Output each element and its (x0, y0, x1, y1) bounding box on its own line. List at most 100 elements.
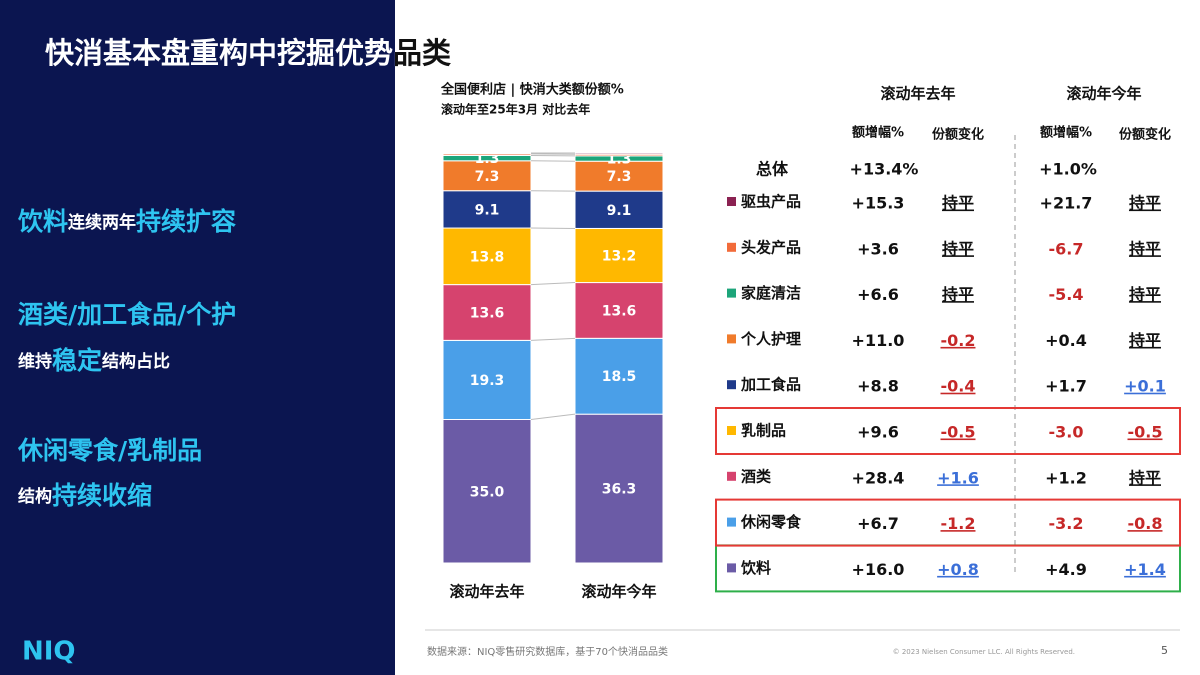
legend-swatch (727, 517, 736, 527)
data-label: 19.3 (470, 373, 505, 389)
slide-title: 快消基本盘重构中挖掘优势品类 (45, 36, 451, 70)
growth: +15.3 (852, 194, 905, 213)
bar-segment (574, 152, 664, 155)
bar-segment (442, 339, 532, 420)
bar-segment (442, 284, 532, 341)
plain: 结构占比 (102, 351, 170, 372)
growth: +3.6 (857, 239, 899, 258)
growth: -6.7 (1049, 239, 1084, 258)
sidebar-panel (0, 0, 395, 675)
growth: +9.6 (857, 423, 899, 442)
growth: +11.0 (852, 331, 905, 350)
growth: +1.7 (1045, 377, 1087, 396)
slide-title: 快消基本盘重构中挖掘优势品类 (45, 36, 451, 70)
row-label: 家庭清洁 (741, 284, 801, 302)
x-tick-label: 滚动年今年 (581, 583, 656, 601)
page-number: 5 (1161, 644, 1168, 657)
growth: +1.2 (1045, 468, 1087, 487)
growth: +6.6 (857, 285, 899, 304)
bar-segment (574, 160, 664, 192)
growth: -3.2 (1049, 514, 1084, 533)
data-label: 18.5 (602, 369, 637, 385)
emphasis: 饮料 (17, 207, 68, 236)
share-change: 持平 (1129, 194, 1161, 213)
chart-subtitle: 滚动年至25年3月 对比去年 (441, 102, 590, 117)
row-label: 加工食品 (740, 376, 801, 394)
growth: +16.0 (852, 560, 905, 579)
data-label: 7.3 (475, 169, 500, 185)
bar-segment (574, 190, 664, 229)
legend-swatch (727, 288, 736, 298)
growth: +4.9 (1045, 560, 1087, 579)
share-change: 持平 (1129, 285, 1161, 304)
share-change: -0.4 (941, 377, 976, 396)
data-label: 13.6 (602, 303, 637, 319)
connector (530, 282, 576, 286)
emphasis: 持续收缩 (52, 481, 152, 510)
legend-swatch (727, 471, 736, 481)
data-label: 7.3 (607, 169, 632, 185)
footer-copyright: © 2023 Nielsen Consumer LLC. All Rights … (893, 648, 1075, 656)
bar-segment (442, 190, 532, 229)
growth: +21.7 (1040, 194, 1093, 213)
sidebar-headline: 酒类/加工食品/个护 (18, 300, 236, 329)
legend-swatch (727, 380, 736, 390)
row-label: 酒类 (741, 467, 772, 485)
data-label: 36.3 (602, 482, 637, 498)
sidebar-headline: 休闲零食/乳制品 (17, 436, 202, 465)
total-growth: +1.0% (1039, 160, 1097, 179)
share-change: +1.4 (1124, 560, 1166, 579)
connector (530, 413, 576, 420)
row-label: 个人护理 (740, 330, 801, 348)
growth: +8.8 (857, 377, 899, 396)
connector (530, 337, 576, 341)
plain: 结构 (18, 486, 52, 507)
highlight-box (715, 407, 1181, 455)
share-change: -0.2 (941, 331, 976, 350)
share-change: -1.2 (941, 514, 976, 533)
plain: 维持 (18, 351, 52, 372)
column-header: 份额变化 (1119, 127, 1171, 143)
logo: NIQ (22, 637, 76, 667)
share-change: 持平 (942, 239, 974, 258)
data-label: 35.0 (470, 484, 505, 500)
share-change: 持平 (1129, 239, 1161, 258)
plain: 连续两年 (68, 212, 136, 233)
share-change: 持平 (1129, 331, 1161, 350)
column-header: 额增幅% (852, 125, 904, 141)
bar-segment (574, 413, 664, 564)
legend-swatch (727, 334, 736, 344)
data-label: 9.1 (607, 203, 632, 219)
x-tick-label: 滚动年去年 (449, 583, 524, 601)
bar-segment (442, 152, 532, 155)
share-change: -0.5 (941, 423, 976, 442)
data-label: 13.8 (470, 249, 505, 265)
data-label: 13.6 (470, 305, 505, 321)
share-change: -0.8 (1128, 514, 1163, 533)
growth: +6.7 (857, 514, 899, 533)
total-label: 总体 (756, 160, 789, 179)
footer-source: 数据来源：NIQ零售研究数据库，基于70个快消品品类 (427, 645, 668, 658)
share-change: +1.6 (937, 468, 979, 487)
emphasis: 稳定 (52, 346, 102, 375)
share-change: -0.5 (1128, 423, 1163, 442)
share-change: 持平 (1129, 468, 1161, 487)
emphasis: 持续扩容 (136, 207, 236, 236)
row-label: 驱虫产品 (741, 193, 801, 211)
growth: -3.0 (1049, 423, 1084, 442)
chart-title: 全国便利店 | 快消大类额份额% (440, 82, 624, 98)
row-label: 乳制品 (741, 422, 786, 440)
bar-segment (442, 227, 532, 286)
row-label: 头发产品 (741, 238, 801, 256)
row-label: 饮料 (740, 559, 771, 577)
period-header: 滚动年今年 (1066, 85, 1141, 103)
growth: +0.4 (1045, 331, 1087, 350)
sidebar-text: 饮料连续两年持续扩容 (17, 207, 236, 236)
data-label: 13.2 (602, 249, 637, 265)
growth: +28.4 (852, 468, 905, 487)
data-label: 9.1 (475, 202, 500, 218)
legend-swatch (727, 197, 736, 206)
legend-swatch (727, 563, 736, 573)
